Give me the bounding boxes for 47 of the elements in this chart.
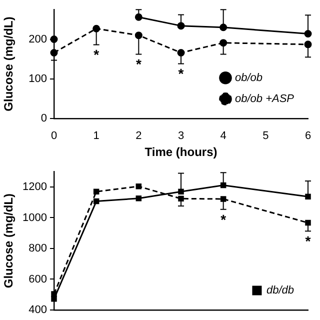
annotation: *	[136, 56, 142, 72]
x-axis-title: Time (hours)	[144, 145, 218, 160]
legend-label: ob/ob +ASP	[234, 92, 295, 105]
point	[177, 48, 185, 56]
point	[305, 220, 311, 226]
point	[134, 13, 142, 21]
y-axis-title: Glucose (mg/dL)	[2, 193, 16, 288]
annotation: *	[178, 66, 184, 82]
point	[220, 196, 226, 202]
point	[136, 183, 142, 190]
annotation: *	[220, 211, 227, 228]
point	[50, 48, 58, 56]
y-tick-label: 1200	[22, 181, 47, 194]
y-tick-label: 0	[40, 112, 47, 124]
point	[136, 195, 142, 202]
y-tick-label: 200	[28, 33, 47, 46]
x-tick-label: 3	[178, 130, 184, 142]
x-tick-label: 4	[220, 130, 226, 142]
x-tick-label: 0	[50, 130, 58, 142]
y-tick-label: 600	[28, 273, 47, 286]
point	[304, 40, 312, 48]
y-tick-label: 100	[28, 72, 47, 85]
point	[92, 24, 100, 32]
legend-label: ob/ob	[234, 72, 263, 84]
point	[178, 196, 184, 202]
x-tick-label: 6	[304, 130, 312, 142]
x-tick-label: 1	[93, 130, 100, 142]
point	[50, 36, 58, 44]
legend-label: db/db	[266, 284, 294, 297]
y-tick-label: 800	[28, 242, 47, 255]
y-tick-label: 1000	[22, 212, 47, 224]
point	[134, 32, 142, 40]
annotation: *	[305, 232, 312, 249]
point	[93, 198, 100, 204]
point	[51, 296, 57, 302]
point	[220, 39, 228, 47]
y-axis-title: Glucose (mg/dL)	[2, 16, 16, 112]
x-tick-label: 5	[262, 130, 269, 142]
point	[93, 188, 100, 194]
annotation: *	[94, 46, 100, 63]
point	[304, 30, 312, 38]
point	[177, 22, 185, 30]
point	[220, 24, 228, 32]
y-tick-label: 400	[28, 304, 47, 316]
x-tick-label: 2	[136, 130, 142, 142]
point	[305, 194, 311, 200]
point	[178, 188, 184, 194]
